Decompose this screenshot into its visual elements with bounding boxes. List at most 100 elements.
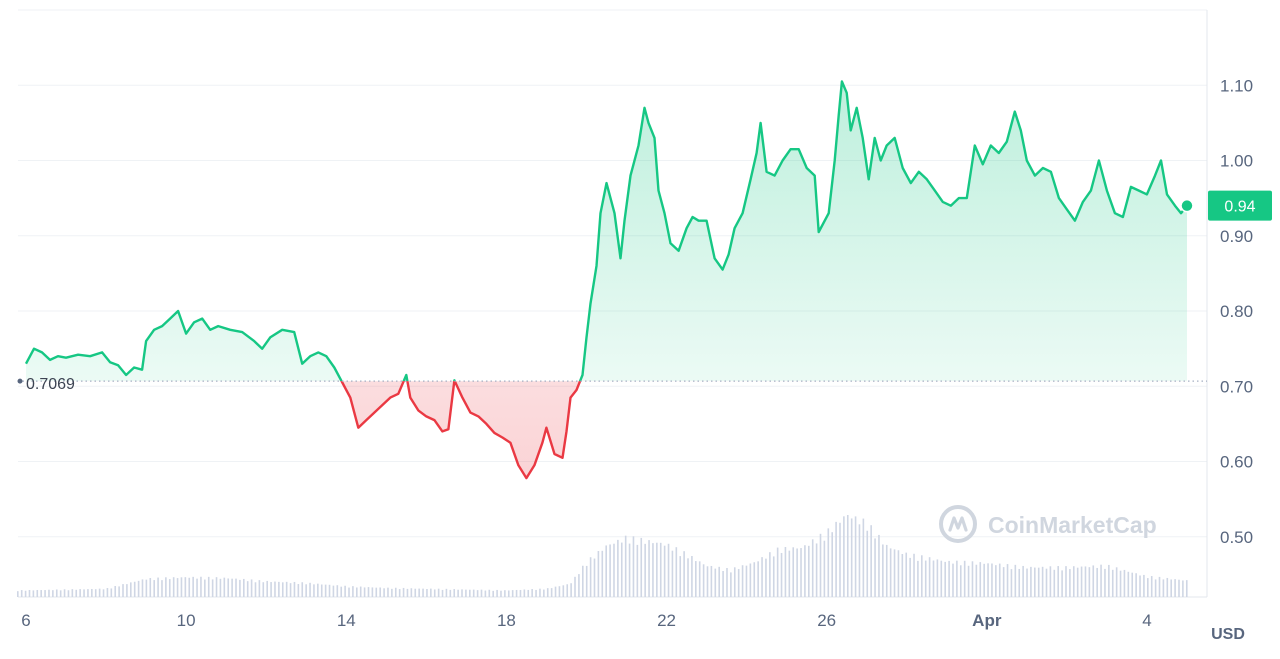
volume-bar: [924, 560, 927, 597]
volume-bar: [157, 577, 159, 597]
volume-bar: [636, 544, 639, 597]
volume-bar: [223, 577, 226, 597]
volume-bar: [882, 544, 884, 597]
volume-bar: [215, 577, 218, 597]
volume-bar: [418, 588, 420, 597]
volume-bar: [496, 589, 498, 597]
volume-bar: [176, 578, 179, 597]
volume-bar: [161, 580, 163, 597]
volume-bar: [695, 561, 697, 597]
current-price-badge-bg: [1208, 190, 1272, 221]
volume-bar: [609, 544, 611, 597]
volume-bar: [823, 540, 826, 597]
volume-bar: [574, 576, 576, 597]
y-axis: 0.50 0.60 0.70 0.80 0.90 1.00 1.10: [1220, 76, 1253, 547]
volume-bar: [1065, 566, 1067, 597]
x-tick-label: 22: [657, 611, 676, 630]
volume-bar: [854, 516, 857, 597]
volume-bar: [967, 565, 970, 597]
volume-bar: [745, 565, 748, 597]
volume-bar: [858, 524, 861, 597]
volume-bar: [523, 589, 526, 597]
volume-bar: [714, 568, 717, 597]
volume-bar: [149, 578, 152, 597]
volume-bar: [239, 579, 241, 597]
y-tick-label: 0.50: [1220, 528, 1253, 547]
current-price-marker: [1180, 198, 1194, 213]
volume-bar: [258, 580, 261, 597]
volume-bar: [243, 578, 245, 597]
volume-bar: [1127, 571, 1130, 597]
volume-bar: [371, 587, 374, 597]
volume-bar: [1178, 579, 1180, 597]
volume-bar: [301, 582, 304, 597]
volume-bar: [539, 588, 541, 597]
volume-bar: [730, 572, 732, 597]
x-axis: 6 10 14 18 22 26 Apr 4: [21, 611, 1151, 630]
volume-bar: [737, 569, 740, 597]
volume-bar: [141, 579, 144, 597]
volume-bar: [363, 587, 366, 597]
volume-bar: [1111, 569, 1114, 597]
volume-bar: [324, 584, 327, 597]
volume-bar: [313, 584, 315, 597]
volume-bar: [278, 581, 280, 597]
volume-bar: [1026, 568, 1028, 597]
volume-bar: [317, 583, 319, 597]
volume-bar: [469, 589, 471, 597]
volume-bar: [554, 586, 557, 597]
volume-bar: [426, 589, 428, 597]
volume-bar: [484, 590, 487, 597]
volume-bar: [796, 548, 798, 597]
volume-bar: [905, 552, 908, 597]
volume-bar: [59, 590, 62, 597]
volume-bar: [975, 564, 978, 597]
volume-bar: [811, 539, 814, 597]
volume-bar: [430, 588, 432, 597]
x-tick-label: 14: [337, 611, 356, 630]
volume-bar: [270, 582, 272, 597]
volume-bar: [1014, 564, 1017, 597]
volume-bar: [531, 589, 533, 597]
volume-bar: [550, 588, 553, 597]
unit-label: USD: [1211, 626, 1245, 643]
volume-bar: [398, 589, 401, 597]
volume-bar: [441, 589, 444, 597]
volume-bar: [578, 574, 580, 597]
volume-bar: [956, 560, 958, 597]
y-tick-label: 0.60: [1220, 453, 1253, 472]
volume-bar: [1150, 576, 1153, 597]
volume-bar: [850, 518, 853, 597]
volume-bar: [706, 566, 709, 597]
volume-bar: [683, 551, 685, 597]
x-tick-label: 18: [497, 611, 516, 630]
volume-bar: [866, 530, 869, 597]
volume-bar: [667, 543, 670, 597]
volume-bar: [971, 561, 974, 597]
volume-bar: [207, 576, 210, 597]
volume-bar: [87, 589, 89, 597]
volume-bar: [901, 554, 904, 597]
x-tick-label: 10: [177, 611, 196, 630]
volume-bar: [359, 586, 362, 597]
volume-bar: [250, 579, 253, 597]
volume-bar: [305, 584, 307, 597]
volume-bar: [1131, 572, 1134, 597]
volume-bar: [192, 576, 194, 597]
volume-bar: [995, 565, 997, 597]
volume-bar: [1108, 564, 1110, 597]
volume-bar: [383, 588, 385, 597]
volume-bar: [1076, 567, 1079, 597]
volume-bar: [862, 518, 865, 597]
volume-bar: [83, 589, 85, 597]
volume-bar: [106, 588, 109, 597]
volume-bar: [632, 536, 635, 597]
volume-bar: [445, 588, 448, 597]
volume-bar: [110, 588, 113, 597]
volume-bar: [1045, 568, 1048, 597]
volume-bar: [804, 545, 806, 597]
y-tick-label: 0.70: [1220, 377, 1253, 396]
volume-bar: [648, 540, 650, 597]
volume-bar: [1170, 579, 1172, 597]
volume-bar: [800, 548, 802, 597]
